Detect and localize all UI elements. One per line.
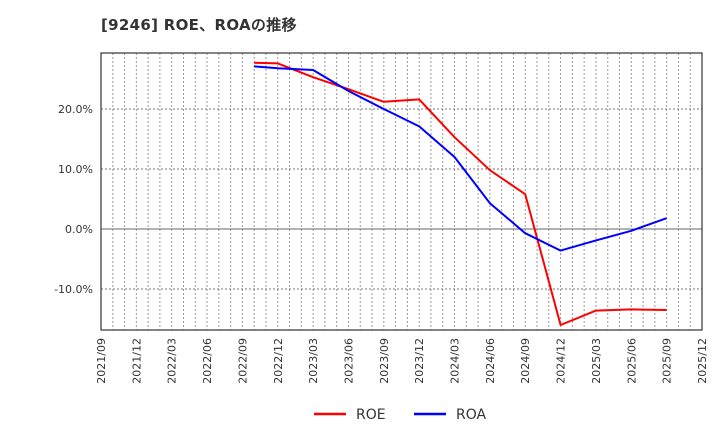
legend-label-roa: ROA: [456, 407, 487, 423]
x-tick-label: 2022/03: [166, 338, 179, 384]
x-tick-label: 2021/09: [95, 338, 108, 384]
y-tick-label: 0.0%: [65, 223, 93, 236]
x-tick-label: 2024/09: [519, 338, 532, 384]
x-tick-label: 2021/12: [130, 338, 143, 384]
x-tick-label: 2024/06: [484, 338, 497, 384]
x-tick-label: 2022/12: [272, 338, 285, 384]
plot-frame: [100, 52, 703, 331]
x-tick-label: 2023/09: [378, 338, 391, 384]
x-tick-label: 2022/06: [201, 338, 214, 384]
legend-label-roe: ROE: [356, 407, 386, 423]
x-tick-label: 2025/03: [590, 338, 603, 384]
x-tick-label: 2023/06: [342, 338, 355, 384]
y-tick-label: 10.0%: [58, 163, 93, 176]
x-tick-label: 2025/06: [625, 338, 638, 384]
legend: ROE ROA: [314, 407, 487, 423]
y-tick-label: 20.0%: [58, 103, 93, 116]
grid: [101, 53, 702, 330]
x-tick-label: 2025/09: [661, 338, 674, 384]
series-line-roe: [254, 61, 667, 326]
chart-title: [9246] ROE、ROAの推移: [101, 16, 297, 34]
x-tick-label: 2025/12: [696, 338, 709, 384]
x-tick-label: 2022/09: [236, 338, 249, 384]
x-tick-label: 2023/12: [413, 338, 426, 384]
x-tick-label: 2024/12: [555, 338, 568, 384]
y-tick-label: -10.0%: [54, 283, 93, 296]
series-line-roa: [254, 65, 667, 252]
x-tick-label: 2024/03: [449, 338, 462, 384]
x-tick-label: 2023/03: [307, 338, 320, 384]
